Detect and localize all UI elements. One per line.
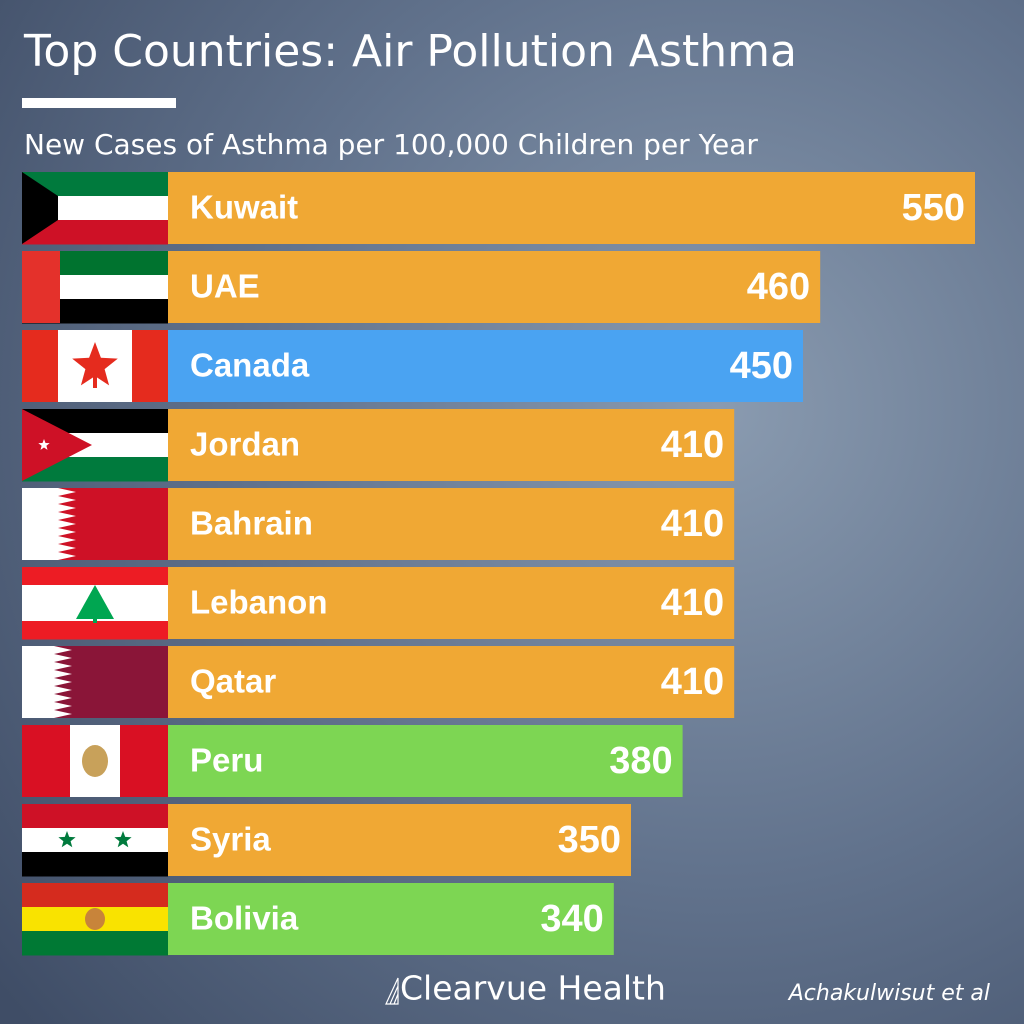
flag-stripe — [22, 621, 168, 640]
category-label: Bahrain — [190, 505, 313, 542]
flag-star — [58, 831, 76, 848]
category-label: UAE — [190, 268, 260, 305]
value-label: 340 — [540, 898, 603, 940]
value-label: 410 — [661, 503, 724, 545]
flag-shape — [93, 372, 97, 388]
category-label: Qatar — [190, 663, 276, 700]
category-label: Canada — [190, 347, 310, 384]
category-label: Peru — [190, 742, 263, 779]
flag — [22, 804, 168, 877]
flag-shape — [93, 617, 97, 623]
flag-stripe — [22, 883, 168, 908]
flag — [22, 488, 168, 560]
value-label: 460 — [747, 266, 810, 308]
category-label: Syria — [190, 821, 271, 858]
value-label: 450 — [730, 345, 793, 387]
flag-stripe — [22, 828, 168, 853]
flag-emblem — [82, 745, 108, 777]
flag-star — [114, 831, 132, 848]
chart-subtitle: New Cases of Asthma per 100,000 Children… — [24, 128, 758, 161]
flag — [22, 330, 168, 402]
flag-shape — [22, 409, 92, 481]
flag-star — [38, 439, 50, 450]
brand: Clearvue Health — [400, 969, 666, 1008]
flag-star — [72, 342, 118, 386]
flag — [22, 251, 168, 324]
value-label: 410 — [661, 661, 724, 703]
flag-stripe — [22, 804, 168, 829]
flag — [22, 172, 168, 245]
category-label: Lebanon — [190, 584, 328, 621]
flag-shape — [54, 646, 168, 718]
brand-logo — [385, 977, 399, 1005]
value-label: 550 — [902, 187, 965, 229]
flag-shape — [22, 251, 60, 323]
flag-shape — [120, 725, 168, 797]
flag-stripe — [22, 852, 168, 877]
bar — [29, 172, 975, 244]
flag — [22, 883, 168, 956]
flag — [22, 725, 168, 797]
flag-stripe — [22, 567, 168, 586]
title-underline — [22, 98, 176, 108]
category-label: Kuwait — [190, 189, 298, 226]
flag-shape — [132, 330, 168, 402]
flag-stripe — [22, 931, 168, 956]
flag-shape — [22, 330, 58, 402]
flag-shape — [22, 172, 58, 244]
flag-shape — [22, 725, 70, 797]
flag — [22, 409, 168, 482]
value-label: 380 — [609, 740, 672, 782]
chart-title: Top Countries: Air Pollution Asthma — [23, 26, 797, 77]
value-label: 350 — [558, 819, 621, 861]
value-label: 410 — [661, 424, 724, 466]
flag — [22, 567, 168, 640]
flag-shape — [58, 488, 168, 560]
flag-emblem — [85, 908, 105, 930]
flag-shape — [76, 585, 114, 619]
category-label: Bolivia — [190, 900, 299, 937]
category-label: Jordan — [190, 426, 300, 463]
value-label: 410 — [661, 582, 724, 624]
flag — [22, 646, 168, 718]
source: Achakulwisut et al — [787, 981, 990, 1006]
